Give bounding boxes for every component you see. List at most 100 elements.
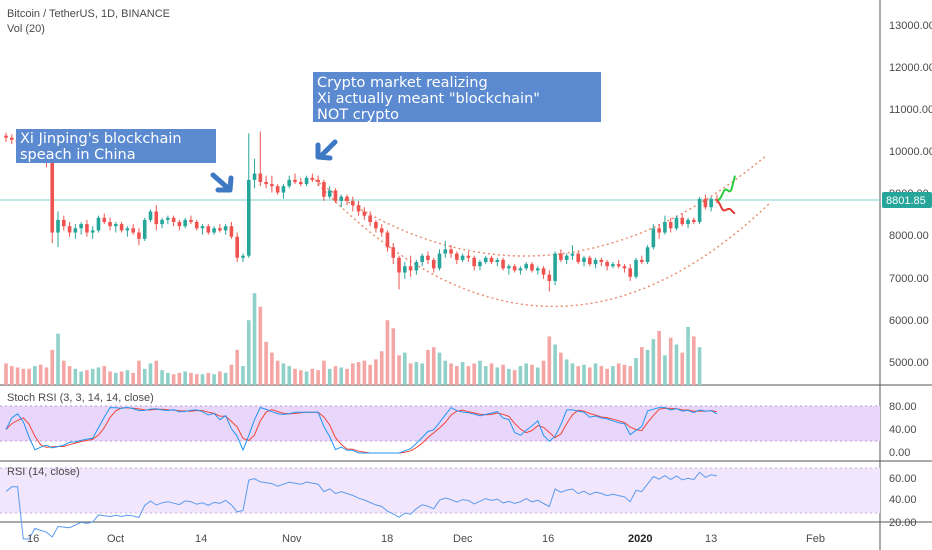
volume-bar <box>368 364 372 385</box>
channel-upper <box>314 156 766 257</box>
rsi-label[interactable]: RSI (14, close) <box>7 466 80 478</box>
candle <box>310 173 315 182</box>
candle <box>611 262 615 269</box>
candle-body <box>235 236 239 258</box>
volume-indicator-label[interactable]: Vol (20) <box>7 23 45 35</box>
candle-body <box>304 177 309 185</box>
volume-bar <box>333 366 338 385</box>
candle <box>397 255 401 290</box>
candle <box>668 217 673 233</box>
candle-body <box>559 253 563 260</box>
candle <box>622 264 627 273</box>
candle-body <box>270 184 274 187</box>
volume-bar <box>501 364 505 385</box>
price-axis[interactable]: 13000.00 12000.00 11000.00 10000.00 9000… <box>889 20 932 369</box>
volume-bar <box>385 320 390 385</box>
candle-body <box>640 259 644 263</box>
candle-body <box>85 224 89 233</box>
rsi-line <box>5 471 718 540</box>
volume-bar <box>50 349 55 385</box>
time-tick: 14 <box>195 533 207 545</box>
time-axis[interactable]: 16 Oct 14 Nov 18 Dec 16 2020 13 Feb <box>27 533 825 545</box>
volume-bar <box>489 363 494 385</box>
annotation-line-2: speach in China <box>20 147 136 163</box>
volume-bar <box>339 367 344 385</box>
candle <box>483 255 488 265</box>
price-tick: 6000.00 <box>889 315 929 327</box>
candle <box>420 253 424 267</box>
candle <box>270 175 274 193</box>
volume-bar <box>38 364 43 385</box>
candle <box>379 224 384 237</box>
volume-bar <box>478 360 482 385</box>
time-tick: Nov <box>282 533 302 545</box>
candle-body <box>483 257 488 262</box>
candle-body <box>645 247 650 262</box>
volume-bar <box>559 352 563 385</box>
time-tick: Dec <box>453 533 473 545</box>
candle <box>657 224 661 239</box>
candle-body <box>530 264 534 271</box>
volume-bar <box>524 363 528 385</box>
candle <box>443 240 448 258</box>
volume-bar <box>33 366 37 385</box>
rsi-tick: 60.00 <box>889 473 917 485</box>
candle-body <box>628 268 633 277</box>
volume-bar <box>651 339 656 385</box>
candle <box>634 257 638 279</box>
annotation-box <box>313 72 601 122</box>
candle-body <box>102 217 107 222</box>
volume-bar <box>449 363 453 385</box>
candle-body <box>524 264 528 269</box>
volume-bar <box>570 363 575 385</box>
candle-body <box>512 266 517 271</box>
candle <box>298 177 303 187</box>
candle-body <box>576 253 581 263</box>
candle <box>223 224 228 235</box>
candle-body <box>322 181 326 197</box>
candle <box>79 221 83 235</box>
candle-body <box>547 274 552 281</box>
candle <box>316 175 320 187</box>
candle-body <box>553 253 557 281</box>
annotation-line-3: NOT crypto <box>317 107 399 123</box>
volume-bar <box>212 374 216 385</box>
candle <box>414 259 419 275</box>
volume-bar <box>345 368 349 385</box>
candle-body <box>616 264 621 267</box>
candle-body <box>668 221 673 229</box>
candle-body <box>327 190 332 197</box>
volume-bar <box>304 371 309 385</box>
volume-bar <box>420 363 424 385</box>
candle-body <box>535 268 540 271</box>
candle-body <box>281 186 286 193</box>
annotation-realizing[interactable]: Crypto market realizing Xi actually mean… <box>313 72 601 123</box>
annotation-box <box>16 129 216 163</box>
volume-bar <box>223 372 228 385</box>
candle-body <box>212 228 216 233</box>
volume-bar <box>241 366 245 385</box>
candle-body <box>697 198 702 222</box>
volume-bar <box>119 371 124 385</box>
candle <box>166 215 170 225</box>
volume-bar <box>4 363 8 385</box>
candle-body <box>56 219 60 233</box>
candle <box>559 249 563 263</box>
candle <box>431 257 436 273</box>
volume-bar <box>166 372 170 385</box>
symbol-title[interactable]: Bitcoin / TetherUS, 1D, BINANCE <box>7 8 170 20</box>
candle <box>403 262 407 279</box>
candle-body <box>310 177 315 180</box>
arrow-down-left-icon <box>315 139 338 161</box>
candle-body <box>408 266 413 271</box>
stoch-rsi-label[interactable]: Stoch RSI (3, 3, 14, 14, close) <box>7 392 154 404</box>
volume-bar <box>431 347 436 385</box>
projection-lines <box>716 175 736 215</box>
volume-bar <box>235 349 239 385</box>
candle <box>252 158 257 189</box>
volume-bar <box>403 352 407 385</box>
candle-body <box>379 228 384 233</box>
candle-body <box>131 228 135 233</box>
annotation-speech[interactable]: Xi Jinping's blockchain speach in China <box>16 129 216 163</box>
